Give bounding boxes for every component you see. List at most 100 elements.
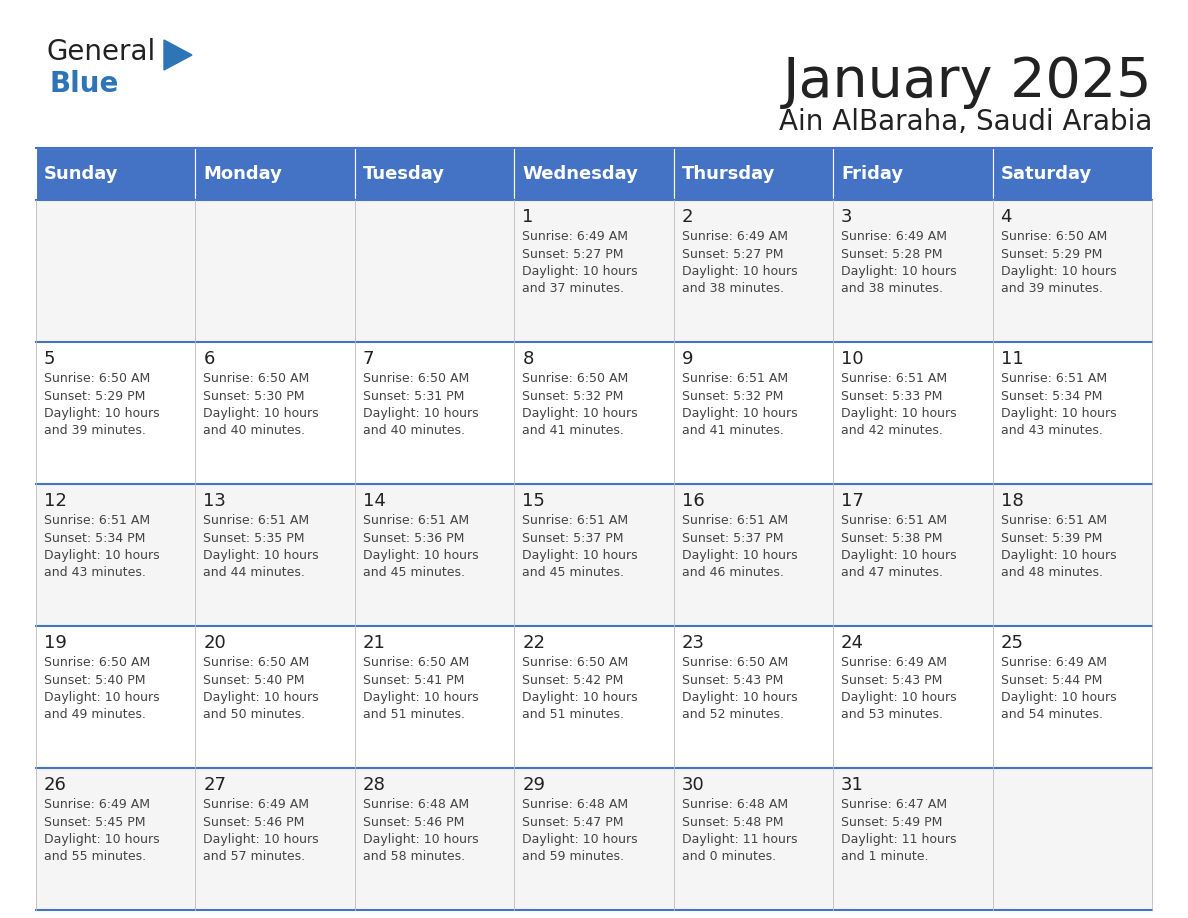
Text: Sunset: 5:35 PM: Sunset: 5:35 PM <box>203 532 305 544</box>
Text: 10: 10 <box>841 350 864 368</box>
Text: Monday: Monday <box>203 165 283 183</box>
Bar <box>674 200 833 342</box>
Text: and 42 minutes.: and 42 minutes. <box>841 424 943 438</box>
Text: 2: 2 <box>682 208 693 226</box>
Text: and 37 minutes.: and 37 minutes. <box>523 283 624 296</box>
Bar <box>514 200 674 342</box>
Text: Sunset: 5:42 PM: Sunset: 5:42 PM <box>523 674 624 687</box>
Bar <box>833 148 992 200</box>
Text: Daylight: 10 hours: Daylight: 10 hours <box>44 691 159 704</box>
Bar <box>355 484 514 626</box>
Bar <box>36 484 196 626</box>
Text: Sunrise: 6:49 AM: Sunrise: 6:49 AM <box>841 656 947 669</box>
Text: Tuesday: Tuesday <box>362 165 444 183</box>
Text: Sunrise: 6:50 AM: Sunrise: 6:50 AM <box>523 372 628 385</box>
Text: Sunset: 5:44 PM: Sunset: 5:44 PM <box>1000 674 1102 687</box>
Text: Sunrise: 6:51 AM: Sunrise: 6:51 AM <box>44 514 150 527</box>
Text: Sunset: 5:27 PM: Sunset: 5:27 PM <box>523 248 624 261</box>
Text: 23: 23 <box>682 634 704 652</box>
Text: Daylight: 10 hours: Daylight: 10 hours <box>523 549 638 562</box>
Text: and 1 minute.: and 1 minute. <box>841 850 929 864</box>
Text: Daylight: 10 hours: Daylight: 10 hours <box>841 691 956 704</box>
Bar <box>833 200 992 342</box>
Text: and 41 minutes.: and 41 minutes. <box>523 424 624 438</box>
Bar <box>674 342 833 484</box>
Bar <box>196 342 355 484</box>
Text: Daylight: 10 hours: Daylight: 10 hours <box>682 265 797 278</box>
Text: Sunrise: 6:49 AM: Sunrise: 6:49 AM <box>203 798 309 811</box>
Bar <box>992 342 1152 484</box>
Text: 12: 12 <box>44 492 67 510</box>
Bar <box>196 148 355 200</box>
Text: Sunset: 5:32 PM: Sunset: 5:32 PM <box>682 389 783 402</box>
Text: Sunrise: 6:51 AM: Sunrise: 6:51 AM <box>841 372 947 385</box>
Text: Daylight: 10 hours: Daylight: 10 hours <box>203 549 320 562</box>
Text: Sunset: 5:36 PM: Sunset: 5:36 PM <box>362 532 465 544</box>
Text: Daylight: 10 hours: Daylight: 10 hours <box>523 833 638 846</box>
Text: Sunrise: 6:51 AM: Sunrise: 6:51 AM <box>523 514 628 527</box>
Text: Sunrise: 6:51 AM: Sunrise: 6:51 AM <box>1000 514 1107 527</box>
Bar <box>514 768 674 910</box>
Text: Sunrise: 6:51 AM: Sunrise: 6:51 AM <box>841 514 947 527</box>
Text: and 44 minutes.: and 44 minutes. <box>203 566 305 579</box>
Text: Sunday: Sunday <box>44 165 119 183</box>
Text: 31: 31 <box>841 776 864 794</box>
Text: 22: 22 <box>523 634 545 652</box>
Text: and 57 minutes.: and 57 minutes. <box>203 850 305 864</box>
Text: Sunset: 5:46 PM: Sunset: 5:46 PM <box>362 815 465 829</box>
Text: and 41 minutes.: and 41 minutes. <box>682 424 784 438</box>
Bar <box>36 148 196 200</box>
Bar <box>674 148 833 200</box>
Text: Sunrise: 6:51 AM: Sunrise: 6:51 AM <box>682 372 788 385</box>
Text: 13: 13 <box>203 492 226 510</box>
Bar <box>196 200 355 342</box>
Text: Daylight: 10 hours: Daylight: 10 hours <box>362 407 479 420</box>
Text: Daylight: 10 hours: Daylight: 10 hours <box>523 407 638 420</box>
Bar <box>674 768 833 910</box>
Text: and 45 minutes.: and 45 minutes. <box>362 566 465 579</box>
Text: Daylight: 10 hours: Daylight: 10 hours <box>203 407 320 420</box>
Text: Sunset: 5:28 PM: Sunset: 5:28 PM <box>841 248 942 261</box>
Text: 4: 4 <box>1000 208 1012 226</box>
Text: Sunset: 5:33 PM: Sunset: 5:33 PM <box>841 389 942 402</box>
Text: Sunrise: 6:51 AM: Sunrise: 6:51 AM <box>682 514 788 527</box>
Text: Daylight: 10 hours: Daylight: 10 hours <box>203 691 320 704</box>
Text: Sunrise: 6:50 AM: Sunrise: 6:50 AM <box>523 656 628 669</box>
Text: Sunset: 5:37 PM: Sunset: 5:37 PM <box>682 532 783 544</box>
Text: Daylight: 10 hours: Daylight: 10 hours <box>841 407 956 420</box>
Text: 5: 5 <box>44 350 56 368</box>
Text: Sunrise: 6:51 AM: Sunrise: 6:51 AM <box>362 514 469 527</box>
Text: Daylight: 11 hours: Daylight: 11 hours <box>682 833 797 846</box>
Text: Daylight: 10 hours: Daylight: 10 hours <box>841 265 956 278</box>
Text: Sunrise: 6:50 AM: Sunrise: 6:50 AM <box>362 656 469 669</box>
Text: Daylight: 10 hours: Daylight: 10 hours <box>362 833 479 846</box>
Text: 11: 11 <box>1000 350 1023 368</box>
Text: Sunrise: 6:50 AM: Sunrise: 6:50 AM <box>1000 230 1107 243</box>
Text: Daylight: 10 hours: Daylight: 10 hours <box>1000 549 1117 562</box>
Text: Daylight: 10 hours: Daylight: 10 hours <box>682 691 797 704</box>
Text: 3: 3 <box>841 208 853 226</box>
Text: and 0 minutes.: and 0 minutes. <box>682 850 776 864</box>
Text: 20: 20 <box>203 634 226 652</box>
Bar <box>674 484 833 626</box>
Bar <box>992 626 1152 768</box>
Bar <box>36 626 196 768</box>
Text: Daylight: 10 hours: Daylight: 10 hours <box>1000 691 1117 704</box>
Text: 26: 26 <box>44 776 67 794</box>
Text: 18: 18 <box>1000 492 1023 510</box>
Text: Sunset: 5:27 PM: Sunset: 5:27 PM <box>682 248 783 261</box>
Bar <box>514 626 674 768</box>
Text: Daylight: 10 hours: Daylight: 10 hours <box>682 549 797 562</box>
Text: Sunset: 5:31 PM: Sunset: 5:31 PM <box>362 389 465 402</box>
Text: and 43 minutes.: and 43 minutes. <box>1000 424 1102 438</box>
Text: 30: 30 <box>682 776 704 794</box>
Text: Daylight: 10 hours: Daylight: 10 hours <box>1000 265 1117 278</box>
Text: Sunrise: 6:49 AM: Sunrise: 6:49 AM <box>682 230 788 243</box>
Text: 17: 17 <box>841 492 864 510</box>
Text: Sunset: 5:37 PM: Sunset: 5:37 PM <box>523 532 624 544</box>
Bar <box>992 148 1152 200</box>
Text: Sunset: 5:45 PM: Sunset: 5:45 PM <box>44 815 145 829</box>
Text: 27: 27 <box>203 776 227 794</box>
Text: 25: 25 <box>1000 634 1024 652</box>
Bar <box>355 768 514 910</box>
